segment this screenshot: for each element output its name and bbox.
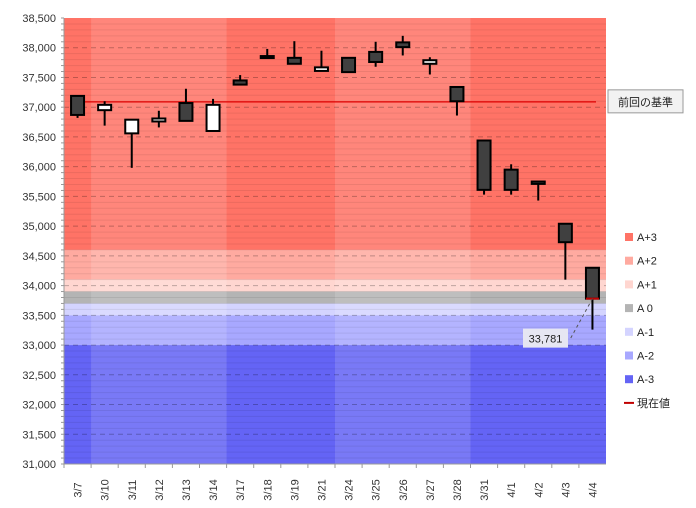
y-tick-label: 33,000 <box>22 340 56 352</box>
legend-swatch <box>625 304 633 313</box>
x-tick-label: 3/25 <box>371 479 383 500</box>
candle-body <box>259 55 275 60</box>
x-tick-label: 3/13 <box>181 479 193 500</box>
candle-body <box>530 180 546 185</box>
legend-swatch <box>625 327 633 336</box>
y-tick-label: 37,500 <box>22 72 56 84</box>
legend-swatch <box>625 256 633 265</box>
y-tick-label: 35,000 <box>22 221 56 233</box>
candle-body <box>151 117 167 123</box>
x-tick-label: 4/1 <box>506 482 518 497</box>
y-tick-label: 34,000 <box>22 281 56 293</box>
y-tick-label: 36,000 <box>22 162 56 174</box>
week-column-shade <box>91 18 227 464</box>
candle-body <box>584 266 600 300</box>
y-tick-label: 38,000 <box>22 43 56 55</box>
candle-body <box>503 168 519 191</box>
y-tick-label: 32,000 <box>22 400 56 412</box>
x-tick-label: 3/18 <box>262 479 274 500</box>
legend-label: A-2 <box>637 351 654 363</box>
y-tick-label: 36,500 <box>22 132 56 144</box>
reference-label: 前回の基準 <box>618 95 673 109</box>
band-A-3 <box>64 345 606 464</box>
band-A+3 <box>64 18 606 250</box>
candle-body <box>205 103 221 132</box>
x-tick-label: 3/14 <box>208 479 220 500</box>
y-tick-label: 32,500 <box>22 370 56 382</box>
candle-body <box>286 56 302 65</box>
y-tick-label: 34,500 <box>22 251 56 263</box>
legend-label: 現在値 <box>637 397 670 410</box>
candle-body <box>476 139 492 191</box>
reference-label-box <box>607 89 684 114</box>
legend-label: A 0 <box>637 303 653 315</box>
band-A-1 <box>64 303 606 316</box>
y-tick-label: 33,500 <box>22 310 56 322</box>
x-tick-label: 3/24 <box>344 479 356 500</box>
legend-label: A+2 <box>637 256 657 268</box>
legend-swatch <box>625 351 633 360</box>
y-tick-label: 37,000 <box>22 102 56 114</box>
candle-body <box>557 222 573 244</box>
y-tick-label: 31,500 <box>22 429 56 441</box>
x-tick-label: 3/10 <box>100 479 112 500</box>
legend-label: A-1 <box>637 327 654 339</box>
legend-swatch <box>625 280 633 289</box>
x-tick-label: 3/19 <box>289 479 301 500</box>
legend-label: A+3 <box>637 232 657 244</box>
candle-body <box>341 56 357 74</box>
x-tick-label: 4/3 <box>560 482 572 497</box>
current-value-leader <box>570 298 593 339</box>
band-A+1 <box>64 279 606 292</box>
band-A+2 <box>64 249 606 280</box>
x-tick-label: 3/17 <box>235 479 247 500</box>
x-tick-label: 4/2 <box>533 482 545 497</box>
candle-body <box>232 79 248 86</box>
band-A-2 <box>64 315 606 346</box>
x-tick-label: 3/27 <box>425 479 437 500</box>
legend-swatch <box>625 375 633 384</box>
y-tick-label: 38,500 <box>22 13 56 25</box>
y-tick-label: 35,500 <box>22 191 56 203</box>
legend-label: A-3 <box>637 374 654 386</box>
y-tick-label: 31,000 <box>22 459 56 471</box>
x-tick-label: 3/7 <box>73 482 85 497</box>
current-value-label-box <box>523 328 568 348</box>
week-column-shade <box>335 18 471 464</box>
candle-body <box>124 118 140 135</box>
x-tick-label: 3/31 <box>479 479 491 500</box>
x-tick-label: 3/12 <box>154 479 166 500</box>
candle-body <box>368 50 384 64</box>
candle-body <box>313 66 329 72</box>
x-tick-label: 4/4 <box>587 482 599 497</box>
candle-body <box>449 85 465 103</box>
legend-swatch <box>625 233 633 241</box>
x-tick-label: 3/26 <box>398 479 410 500</box>
candle-body <box>178 102 194 122</box>
x-tick-label: 3/28 <box>452 479 464 500</box>
x-tick-label: 3/21 <box>316 479 328 500</box>
band-A0 <box>64 291 606 304</box>
candle-body <box>395 41 411 49</box>
candle-body <box>70 94 86 116</box>
current-value-label: 33,781 <box>529 334 563 346</box>
candle-body <box>422 59 438 65</box>
candle-body <box>97 103 113 112</box>
x-tick-label: 3/11 <box>127 480 139 501</box>
legend-label: A+1 <box>637 279 657 291</box>
